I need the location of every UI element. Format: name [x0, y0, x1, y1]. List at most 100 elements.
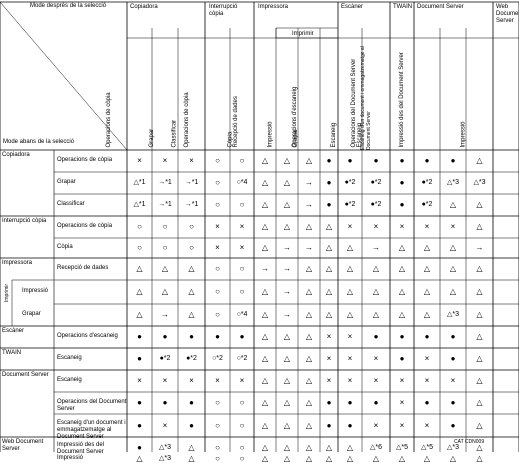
cell-r10-c10: ×	[373, 376, 379, 385]
cell-r11-c6: △	[283, 398, 291, 407]
cell-r14-c4: ○	[239, 454, 245, 463]
cell-r9-c4: ○*2	[236, 355, 248, 362]
cell-r13-c1: △*3	[158, 444, 172, 451]
cell-r9-c8: ×	[326, 354, 332, 363]
cell-r1-c12: ●*2	[421, 179, 433, 186]
cell-r8-c4: ●	[239, 332, 245, 341]
cell-r6-c1: △	[161, 287, 169, 296]
column-header-6: Impressió	[267, 121, 274, 148]
cell-r11-c13: ●	[450, 398, 456, 407]
cell-r1-c9: ●*2	[344, 179, 356, 186]
row-label-7: Grapar	[22, 311, 41, 317]
cell-r8-c3: ●	[215, 332, 220, 341]
cell-r10-c1: ×	[162, 376, 168, 385]
cell-r10-c11: ×	[399, 376, 405, 385]
cell-r6-c0: △	[136, 287, 143, 296]
grid-line	[0, 1, 128, 151]
cell-r14-c10: △	[372, 454, 380, 463]
cell-r13-c8: △	[325, 443, 333, 452]
cell-r14-c5: △	[261, 454, 269, 463]
cell-r7-c7: △	[305, 310, 313, 319]
row-label-10: Escaneig	[57, 377, 82, 383]
cell-r7-c13: △*3	[446, 311, 460, 318]
cell-r13-c10: △*6	[369, 444, 383, 451]
corner-bottom-label: Mode abans de la selecció	[3, 139, 75, 145]
cell-r2-c10: ●*2	[370, 201, 382, 208]
cell-r3-c14: △	[476, 222, 483, 231]
cell-r12-c10: ×	[373, 420, 379, 430]
cell-r5-c7: △	[305, 264, 313, 273]
cell-r2-c7: →	[305, 200, 313, 209]
cell-r3-c11: ×	[399, 222, 405, 231]
cell-r13-c7: △	[305, 443, 313, 452]
cell-r12-c8: ●	[326, 420, 332, 430]
cell-r5-c3: ○	[215, 264, 220, 273]
cell-r1-c14: △*3	[473, 179, 486, 186]
cell-r10-c2: ×	[189, 376, 194, 385]
row-label-5: Recepció de dades	[57, 265, 109, 271]
row-label-13: Impressió des del Document Server	[57, 442, 105, 455]
cell-r2-c1: →*1	[158, 201, 172, 208]
row-label-14: Impressió	[57, 455, 84, 461]
cell-r11-c5: △	[261, 398, 269, 407]
row-label-3: Operacions de còpia	[57, 223, 113, 229]
cell-r3-c3: ×	[215, 222, 220, 231]
group-header-0: Copiadora	[130, 4, 158, 10]
cell-r8-c8: ×	[326, 332, 332, 341]
cell-r10-c7: △	[305, 376, 313, 385]
cell-r9-c11: ●	[399, 354, 405, 363]
cell-r1-c11: ●	[399, 178, 405, 187]
row-group-5: Document Server	[2, 372, 49, 378]
cell-r12-c7: △	[305, 420, 313, 430]
cell-r0-c6: △	[283, 156, 291, 165]
cell-r12-c14: △	[476, 420, 483, 430]
cell-r13-c4: ○	[239, 443, 245, 452]
corner-top-label: Mode després de la selecció	[30, 3, 107, 9]
cell-r4-c10: →	[372, 243, 380, 252]
cell-r0-c2: ×	[189, 156, 194, 165]
cell-r3-c10: ×	[373, 222, 379, 231]
row-group-sub-imprimir: Imprimir	[4, 283, 10, 302]
cell-r1-c2: →*1	[184, 179, 199, 186]
cell-r3-c12: ×	[424, 222, 430, 231]
cell-r6-c12: △	[423, 287, 431, 296]
cell-r3-c7: △	[305, 222, 313, 231]
cell-r5-c0: △	[136, 264, 143, 273]
group-header-3: Escàner	[341, 4, 364, 10]
cell-r9-c7: △	[305, 354, 313, 363]
cell-r8-c10: ●	[373, 332, 379, 341]
cell-r6-c7: △	[305, 287, 313, 296]
row-label-11: Operacions del Document Server	[57, 399, 127, 412]
group-header-2: Impressora	[258, 4, 289, 10]
cell-r1-c3: ○	[215, 178, 220, 187]
cell-r6-c8: △	[325, 287, 333, 296]
table-grid	[0, 1, 519, 452]
cell-r6-c3: ○	[215, 287, 220, 296]
cell-r5-c1: △	[161, 264, 169, 273]
cell-r11-c1: ●	[162, 398, 168, 407]
cell-r5-c9: △	[346, 264, 354, 273]
row-label-2: Classificar	[57, 201, 85, 207]
group-header-1: Interrupció còpia	[209, 4, 238, 17]
cell-r4-c12: △	[423, 243, 431, 252]
cell-r8-c12: ●	[424, 332, 430, 341]
cell-r12-c6: △	[283, 420, 291, 430]
row-group-1: Interrupció còpia	[2, 218, 47, 224]
row-label-6: Impressió	[22, 288, 49, 294]
cell-r5-c13: △	[449, 264, 457, 273]
cell-r14-c9: △	[346, 454, 354, 463]
cell-r4-c2: ○	[189, 243, 194, 252]
cell-r11-c14: △	[476, 398, 483, 407]
cell-r8-c9: ×	[347, 332, 353, 341]
cell-r0-c9: ●	[347, 156, 353, 165]
cell-r9-c9: ×	[347, 354, 353, 363]
column-header-13: Impressió des del Document Server	[398, 52, 405, 148]
cell-r13-c14: △	[476, 443, 483, 452]
cell-r6-c13: △	[449, 287, 457, 296]
cell-r5-c6: →	[283, 264, 291, 273]
cell-r3-c2: ○	[189, 222, 194, 231]
cell-r10-c3: ×	[215, 376, 220, 385]
cell-r10-c9: ×	[347, 376, 353, 385]
cell-r2-c14: △	[476, 200, 483, 209]
cell-r1-c1: →*1	[158, 179, 172, 186]
